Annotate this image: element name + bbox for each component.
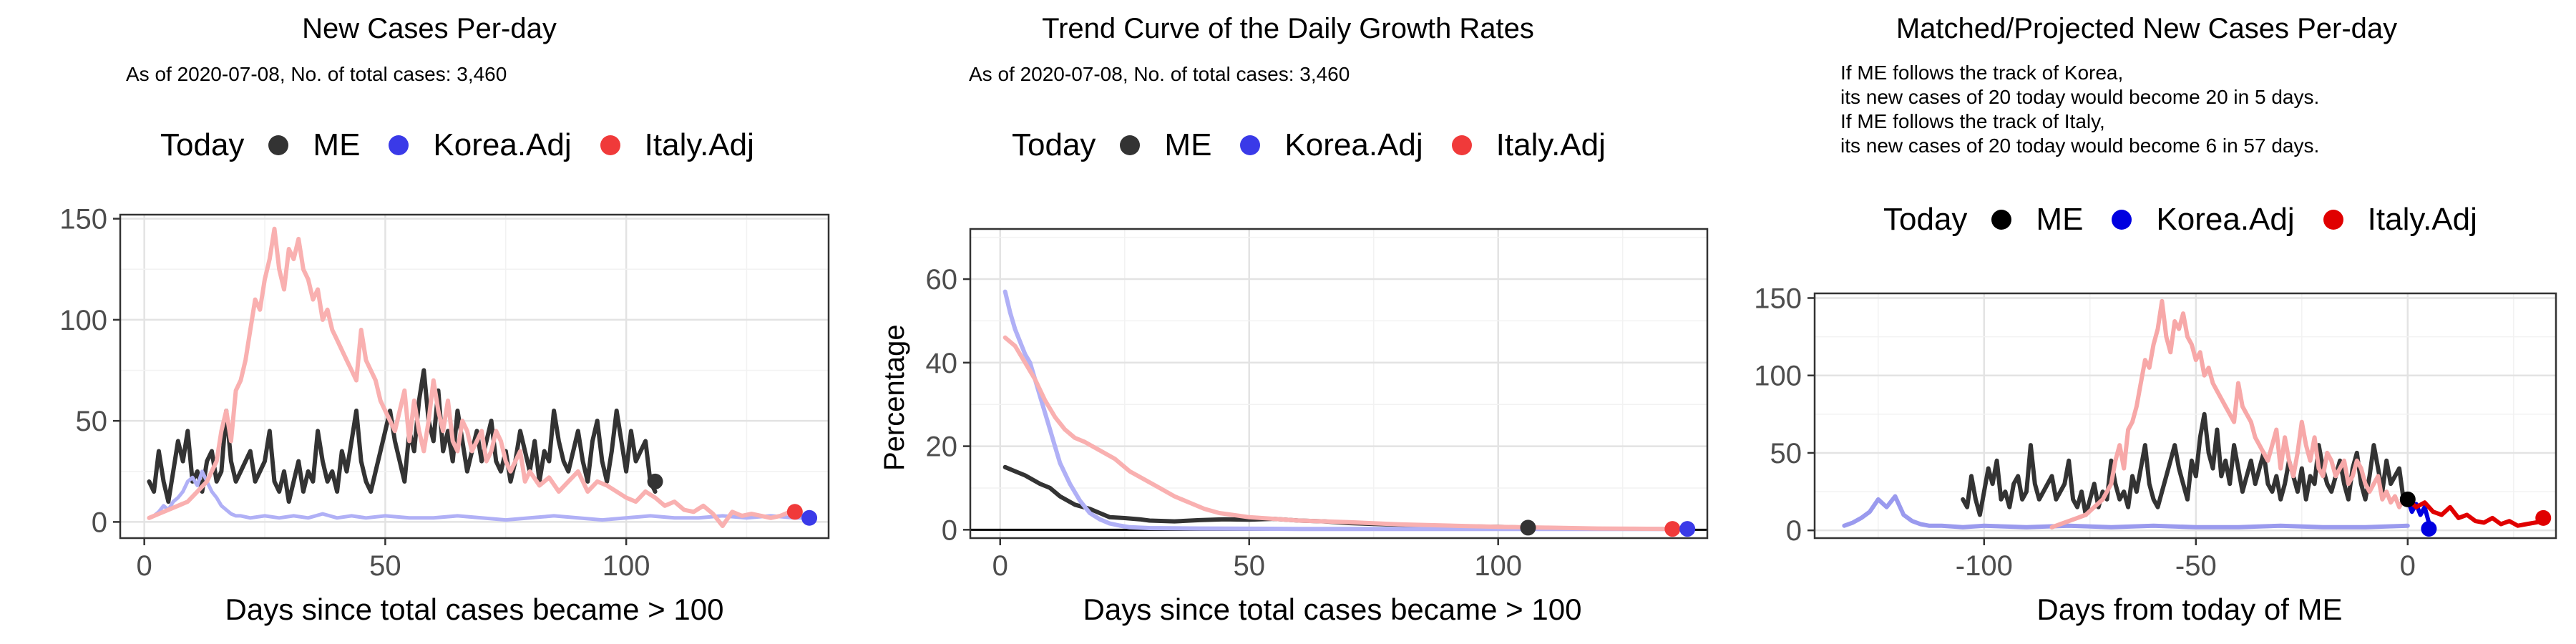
chart-plot: -100 -50 0 0 50 100 150 [1754,283,2557,582]
y-tick-label: 0 [1786,515,1802,547]
legend-item-korea: Korea.Adj [389,127,572,163]
legend-label: Korea.Adj [433,127,572,162]
plot-border [119,213,830,540]
series-line-korea-adj [147,469,811,522]
y-tick-label: 20 [926,431,958,463]
legend-item-italy: Italy.Adj [1451,127,1606,163]
x-axis-label: Days since total cases became > 100 [225,592,724,626]
chart-title: New Cases Per-day [302,13,557,44]
y-tick-label: 0 [942,514,957,546]
chart-plot: 0 50 100 0 50 100 150 [59,204,830,582]
today-point-me [647,473,663,489]
chart-legend: Today ME Korea.Adj Italy.Adj [1883,202,2506,238]
chart-subtitle-line: its new cases of 20 today would become 2… [1840,86,2320,108]
series-line-italy-adj [1002,335,1675,532]
y-axis-label: Percentage [879,324,910,471]
series-line-italy-adj [2049,298,2410,530]
x-tick-label: -50 [2175,550,2217,582]
x-tick-label: 50 [1233,550,1265,582]
chart-panel-projected: Matched/Projected New Cases Per-day If M… [1717,0,2576,644]
legend-title: Today [1883,202,1968,237]
legend-label: Italy.Adj [1496,127,1606,162]
y-tick-label: 0 [92,507,107,538]
y-tick-label: 150 [1754,283,1802,314]
legend-marker [600,135,620,155]
series-line-italy-adj [147,226,793,528]
legend-item-italy: Italy.Adj [600,127,754,163]
legend-label: Italy.Adj [644,127,754,162]
plot-border [969,228,1709,540]
chart-title: Matched/Projected New Cases Per-day [1896,13,2398,44]
series-line-korea-adj [1002,289,1690,532]
y-tick-label: 60 [926,264,958,296]
plot-border [1813,292,2557,540]
legend-marker [1240,135,1261,155]
y-tick-label: 100 [59,305,107,336]
y-tick-label: 100 [1754,361,1802,392]
today-point-korea-adj [801,509,818,526]
series-line-me [1961,411,2410,517]
x-tick-label: 0 [2400,550,2416,582]
legend-marker [389,135,409,155]
series-line-italy-adj-projected [2405,497,2546,528]
legend-item-me: ME [1991,202,2083,238]
legend-marker [268,135,289,155]
x-tick-label: 0 [992,550,1008,582]
legend-label: ME [2036,202,2084,237]
today-point-italy-adj [786,504,803,520]
chart-subtitle-line: its new cases of 20 today would become 6… [1840,135,2320,157]
today-point-italy-adj [2535,509,2552,526]
legend-label: Korea.Adj [2156,202,2295,237]
x-tick-label: 100 [1474,550,1522,582]
y-tick-label: 40 [926,348,958,379]
x-tick-label: 50 [369,550,401,582]
legend-item-korea: Korea.Adj [2112,202,2295,238]
legend-title: Today [160,127,245,162]
plot-background [970,229,1707,538]
legend-marker [1120,135,1141,155]
series-line-korea-adj-projected [2405,497,2431,525]
today-point-me [2399,491,2416,507]
legend-title: Today [1012,127,1096,162]
series-line-korea-adj [1842,494,2410,530]
chart-legend: Today ME Korea.Adj Italy.Adj [1012,127,1634,163]
legend-marker [2112,210,2132,230]
chart-subtitle-line: If ME follows the track of Italy, [1840,110,2105,132]
chart-subtitle-line: If ME follows the track of Korea, [1840,62,2124,84]
today-point-me [1520,519,1536,536]
legend-marker [1991,210,2012,230]
today-point-korea-adj [2421,521,2437,537]
legend-item-me: ME [268,127,360,163]
chart-subtitle: As of 2020-07-08, No. of total cases: 3,… [969,63,1350,85]
chart-title: Trend Curve of the Daily Growth Rates [1042,13,1534,44]
legend-label: Italy.Adj [2367,202,2477,237]
legend-item-korea: Korea.Adj [1240,127,1423,163]
y-tick-label: 50 [1770,438,1802,469]
legend-label: ME [313,127,361,162]
legend-item-me: ME [1120,127,1211,163]
legend-label: ME [1164,127,1212,162]
chart-legend: Today ME Korea.Adj Italy.Adj [160,127,783,163]
today-point-korea-adj [1679,521,1696,537]
legend-marker [1451,135,1472,155]
chart-subtitle: As of 2020-07-08, No. of total cases: 3,… [126,63,507,85]
y-tick-label: 50 [76,406,108,437]
chart-panel-growth-rates: Trend Curve of the Daily Growth Rates As… [859,0,1717,644]
y-tick-label: 150 [59,204,107,235]
x-tick-label: -100 [1956,550,2013,582]
today-point-italy-adj [1664,521,1681,537]
chart-plot: 0 50 100 0 20 40 60 [926,228,1709,582]
x-tick-label: 100 [602,550,650,582]
x-tick-label: 0 [137,550,152,582]
chart-panel-new-cases: New Cases Per-day As of 2020-07-08, No. … [0,0,859,644]
series-line-me [147,368,658,504]
x-axis-label: Days since total cases became > 100 [1083,592,1582,626]
x-axis-label: Days from today of ME [2036,592,2343,626]
legend-label: Korea.Adj [1284,127,1423,162]
plot-background [120,215,829,538]
legend-item-italy: Italy.Adj [2323,202,2477,238]
legend-marker [2323,210,2343,230]
